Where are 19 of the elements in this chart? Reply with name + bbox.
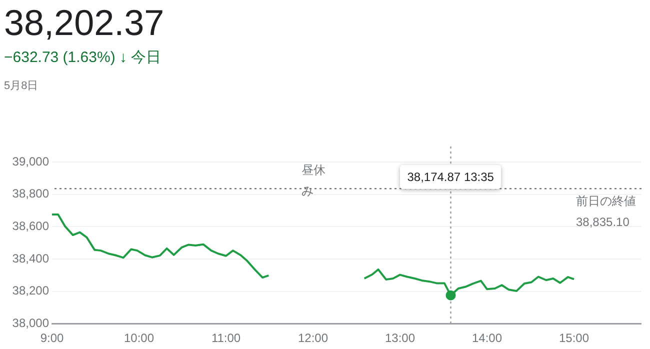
chart-title: 38,202.37: [4, 2, 164, 44]
x-tick-label: 9:00: [40, 331, 64, 346]
y-tick-label: 38,600: [12, 218, 50, 233]
x-tick-label: 11:00: [211, 331, 241, 346]
annotation: 昼休み: [301, 162, 326, 200]
chart-subtitle: −632.73 (1.63%) ↓ 今日: [4, 48, 162, 67]
y-tick-label: 38,800: [12, 186, 50, 201]
x-tick-label: 13:00: [384, 331, 416, 346]
x-tick-label: 15:00: [558, 331, 590, 346]
x-tick-label: 10:00: [124, 331, 154, 346]
y-tick-label: 38,400: [12, 251, 50, 266]
y-tick-label: 38,200: [12, 284, 50, 298]
annotation: 38,174.87 13:35: [400, 165, 501, 189]
text: 5月8日: [4, 79, 38, 93]
ref-line-label: 前日の終値 38,835.10: [576, 192, 636, 231]
y-tick-label: 38,000: [12, 316, 50, 330]
x-tick-label: 14:00: [472, 331, 502, 346]
x-tick-label: 12:00: [298, 331, 328, 346]
y-tick-label: 39,000: [12, 154, 50, 168]
